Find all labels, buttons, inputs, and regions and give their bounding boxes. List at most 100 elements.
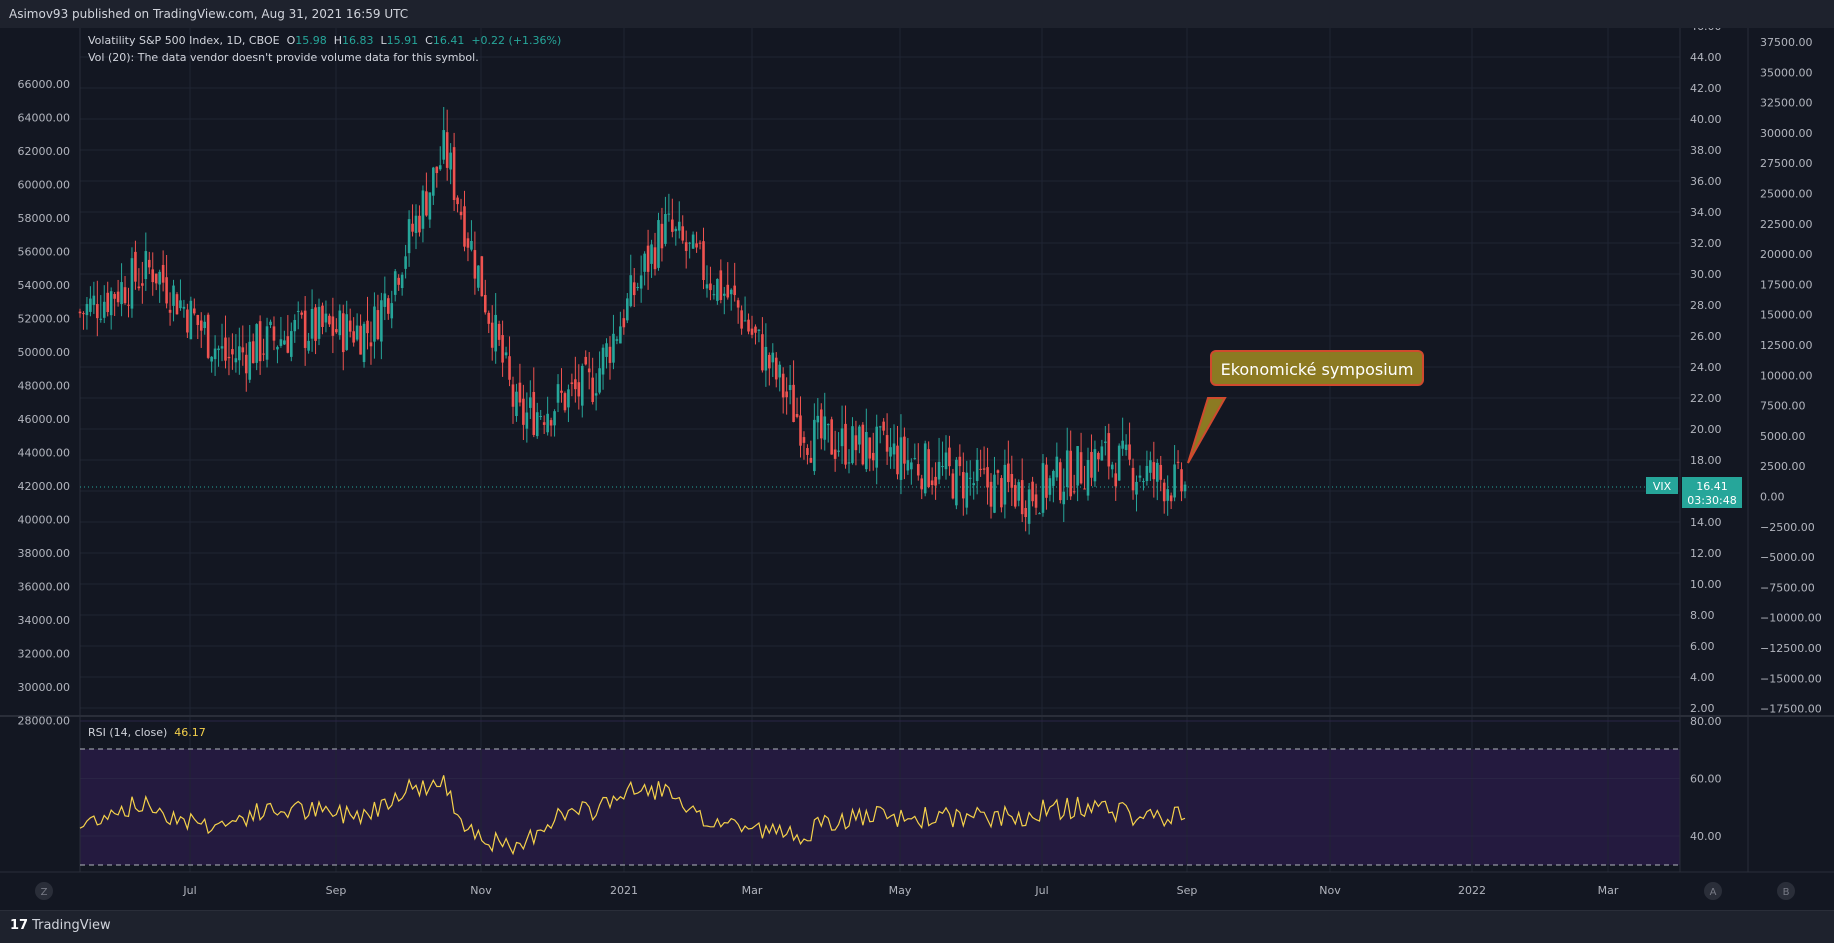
candle-body — [1176, 461, 1180, 463]
series-legend: Volatility S&P 500 Index, 1D, CBOE O15.9… — [88, 34, 561, 47]
publish-header: Asimov93 published on TradingView.com, A… — [0, 0, 1834, 29]
left-tick: 28000.00 — [18, 715, 71, 728]
candle-body — [636, 286, 639, 288]
candle-body — [646, 245, 650, 272]
candle-body — [1093, 449, 1097, 482]
candle-body — [518, 382, 522, 403]
candle-body — [1107, 433, 1111, 467]
candle-body — [480, 256, 484, 297]
candle-body — [792, 384, 795, 422]
publish-info: Asimov93 published on TradingView.com, A… — [9, 7, 409, 21]
candle-body — [175, 294, 179, 315]
price-badge-countdown: 03:30:48 — [1687, 494, 1736, 507]
candle-body — [168, 309, 172, 313]
candle-body — [688, 242, 691, 244]
candle-body — [158, 271, 161, 285]
right-scale[interactable]: 37500.00 35000.00 32500.00 30000.00 27500.00… — [1760, 36, 1822, 716]
candle-body — [106, 292, 110, 313]
candle-body — [587, 368, 591, 373]
candle-body — [1072, 491, 1076, 493]
candle-body — [348, 320, 352, 332]
candle-body — [317, 306, 321, 339]
rsi-scale[interactable]: 80.00 60.00 40.00 — [1690, 715, 1722, 843]
candle-body — [1121, 440, 1124, 449]
candle-body — [130, 258, 134, 309]
candle-body — [1048, 478, 1052, 495]
candle-body — [1138, 475, 1142, 478]
annotation-callout[interactable]: Ekonomické symposium — [1210, 350, 1424, 386]
chart-area[interactable]: 66000.00 64000.00 62000.00 60000.00 58000.00… — [0, 28, 1834, 910]
candle-body — [612, 333, 615, 363]
candle-body — [310, 308, 314, 339]
time-tick: Jul — [182, 884, 196, 897]
candle-body — [82, 313, 85, 315]
candle-body — [632, 282, 636, 296]
legend-high: 16.83 — [342, 34, 374, 47]
candle-body — [373, 306, 376, 342]
candle-body — [719, 270, 723, 301]
candle-body — [671, 219, 674, 232]
candle-body — [272, 326, 276, 341]
right-tick: 37500.00 — [1760, 36, 1813, 49]
candle-body — [930, 480, 934, 486]
corner-button-z[interactable]: Z — [35, 882, 53, 900]
candle-body — [286, 336, 290, 353]
candle-body — [1152, 462, 1156, 480]
candle-body — [109, 291, 113, 316]
candle-body — [459, 211, 463, 216]
corner-button-b[interactable]: B — [1777, 882, 1795, 900]
left-tick: 58000.00 — [18, 212, 71, 225]
corner-button-a[interactable]: A — [1704, 882, 1722, 900]
candle-body — [1100, 446, 1104, 461]
left-tick: 46000.00 — [18, 413, 71, 426]
candle-body — [258, 321, 262, 362]
candle-body — [1124, 444, 1128, 450]
time-tick: 2021 — [610, 884, 638, 897]
candle-body — [386, 298, 390, 314]
candle-body — [1097, 452, 1100, 460]
candle-body — [376, 310, 380, 340]
candle-body — [362, 323, 366, 363]
candle-body — [296, 310, 300, 312]
logo-text: TradingView — [32, 918, 111, 933]
left-tick: 62000.00 — [18, 145, 71, 158]
left-tick: 42000.00 — [18, 480, 71, 493]
tradingview-logo[interactable]: 17 TradingView — [10, 918, 111, 933]
candle-body — [799, 415, 802, 446]
candle-body — [477, 265, 480, 288]
time-tick: Mar — [1598, 884, 1619, 897]
candle-body — [937, 461, 941, 480]
candle-body — [691, 234, 695, 249]
left-tick: 56000.00 — [18, 246, 71, 259]
candle-body — [674, 228, 678, 232]
candle-body — [393, 271, 397, 295]
left-scale[interactable]: 66000.00 64000.00 62000.00 60000.00 58000.00… — [18, 78, 71, 728]
candle-body — [213, 348, 217, 360]
candle-body — [1079, 452, 1083, 484]
right-tick: −10000.00 — [1760, 612, 1822, 625]
candle-body — [262, 353, 265, 355]
price-tick: 6.00 — [1690, 640, 1715, 653]
candle-body — [231, 349, 234, 355]
time-tick: Mar — [742, 884, 763, 897]
time-tick: Jul — [1034, 884, 1048, 897]
candle-body — [892, 443, 896, 455]
legend-low-label: L — [380, 34, 387, 47]
candle-body — [189, 300, 193, 340]
candle-body — [165, 277, 168, 304]
candle-body — [300, 312, 303, 315]
candle-body — [324, 313, 328, 323]
right-tick: 10000.00 — [1760, 369, 1813, 382]
time-tick: May — [889, 884, 912, 897]
time-scale[interactable]: Jul Sep Nov 2021 Mar May Jul Sep Nov 2022 Mar — [182, 884, 1618, 897]
candle-body — [989, 481, 993, 507]
candle-body — [1038, 513, 1041, 515]
candle-body — [563, 393, 567, 411]
candle-body — [580, 365, 584, 406]
candle-body — [570, 382, 574, 384]
price-tick: 44.00 — [1690, 51, 1722, 64]
right-tick: 20000.00 — [1760, 248, 1813, 261]
candle-body — [816, 415, 820, 423]
left-tick: 54000.00 — [18, 279, 71, 292]
candle-body — [615, 339, 619, 341]
